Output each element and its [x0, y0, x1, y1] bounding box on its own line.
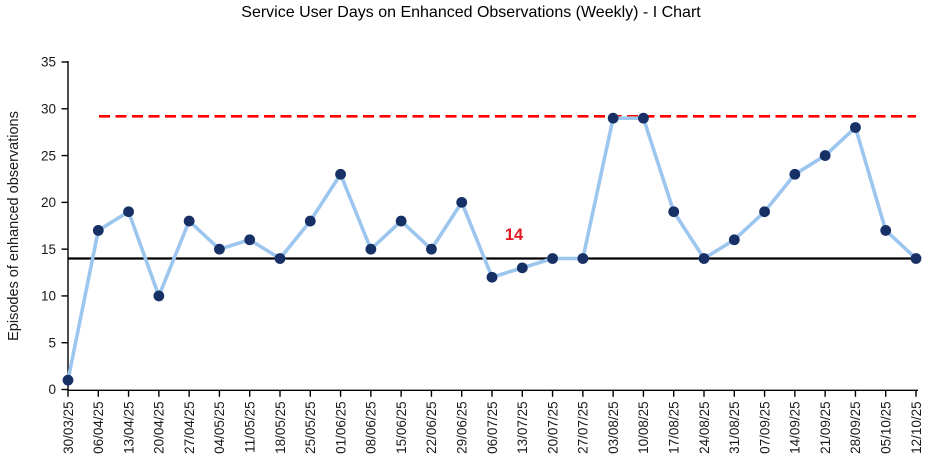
data-point	[698, 253, 710, 264]
data-point	[819, 150, 831, 161]
series-points	[62, 112, 922, 386]
data-point	[274, 253, 286, 264]
data-point	[547, 253, 558, 264]
x-tick-label: 28/09/25	[848, 401, 863, 454]
data-point	[395, 215, 407, 227]
data-point	[456, 196, 468, 208]
y-axis-title: Episodes of enhanced observations	[6, 111, 22, 341]
data-point	[668, 206, 680, 218]
x-tick-label: 17/08/25	[667, 401, 682, 454]
data-point	[577, 253, 589, 264]
y-tick-label: 5	[48, 335, 56, 350]
data-point	[516, 262, 528, 274]
x-tick-label: 12/10/25	[909, 401, 924, 454]
x-tick-label: 08/06/25	[364, 401, 379, 454]
x-tick-label: 13/04/25	[121, 401, 136, 454]
y-axis: 0 5 10 15 20 25 30 35	[41, 55, 69, 397]
x-tick-label: 11/05/25	[243, 401, 258, 453]
y-tick-label: 25	[41, 148, 56, 163]
x-tick-label: 05/10/25	[879, 401, 894, 454]
series-line	[66, 116, 918, 382]
x-tick-label: 22/06/25	[424, 401, 439, 454]
y-tick-label: 30	[41, 101, 56, 116]
x-tick-label: 27/04/25	[182, 401, 197, 454]
chart-title: Service User Days on Enhanced Observatio…	[241, 4, 701, 21]
x-tick-label: 21/09/25	[818, 401, 833, 454]
x-tick-label: 20/04/25	[152, 401, 167, 454]
data-point	[426, 243, 437, 255]
data-point	[638, 112, 649, 124]
data-point	[850, 122, 861, 133]
x-tick-label: 06/07/25	[485, 401, 500, 454]
x-tick-label: 07/09/25	[757, 401, 772, 454]
y-tick-label: 20	[41, 195, 56, 210]
center-line-value-label: 14	[505, 226, 524, 244]
y-tick-label: 35	[41, 55, 56, 70]
x-tick-label: 15/06/25	[394, 401, 409, 454]
data-point	[335, 168, 346, 180]
x-tick-label: 31/08/25	[727, 401, 742, 454]
data-point	[304, 215, 316, 227]
data-point	[486, 271, 498, 283]
x-tick-label: 27/07/25	[576, 401, 591, 454]
x-tick-label: 06/04/25	[91, 401, 106, 454]
data-point	[214, 243, 225, 255]
data-point	[728, 234, 740, 246]
x-tick-label: 13/07/25	[515, 401, 530, 454]
x-tick-label: 18/05/25	[273, 401, 288, 454]
x-axis: 30/03/25 06/04/25 13/04/25 20/04/25 27/04/25…	[61, 389, 924, 454]
y-tick-label: 15	[41, 242, 56, 257]
data-point	[123, 206, 134, 218]
x-tick-label: 03/08/25	[606, 401, 621, 454]
x-tick-label: 01/06/25	[333, 401, 348, 454]
data-point	[910, 253, 922, 264]
y-tick-label: 0	[48, 382, 56, 397]
data-point	[365, 243, 377, 255]
x-tick-label: 10/08/25	[636, 401, 651, 454]
x-tick-label: 20/07/25	[545, 401, 560, 454]
chart-generated-layers: 0 5 10 15 20 25 30 35 30/03/25 06/04/25 13/04/25 20…	[41, 55, 924, 454]
data-point	[244, 234, 256, 246]
data-point	[92, 225, 104, 236]
x-tick-label: 25/05/25	[303, 401, 318, 454]
x-tick-label: 04/05/25	[212, 401, 227, 454]
x-tick-label: 14/09/25	[788, 401, 803, 454]
data-point	[789, 168, 801, 180]
data-point	[607, 112, 619, 124]
data-point	[153, 290, 165, 302]
data-point	[759, 206, 770, 218]
data-point	[880, 225, 892, 236]
y-tick-label: 10	[41, 289, 56, 304]
x-tick-label: 24/08/25	[697, 401, 712, 454]
data-point	[62, 374, 74, 386]
x-tick-label: 30/03/25	[61, 401, 76, 454]
x-tick-label: 29/06/25	[455, 401, 470, 454]
data-point	[183, 215, 195, 227]
